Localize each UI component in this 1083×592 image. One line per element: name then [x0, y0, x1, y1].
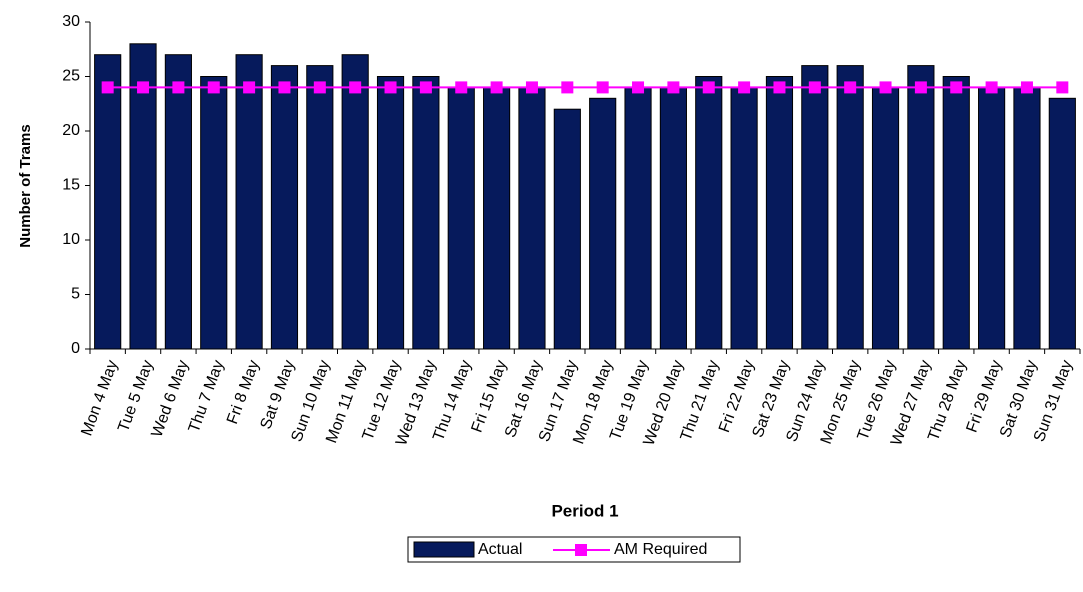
x-tick-label: Fri 22 May [716, 358, 758, 435]
marker [632, 81, 645, 94]
bar [978, 86, 1006, 350]
marker [914, 81, 927, 94]
marker [808, 81, 821, 94]
y-tick-label: 30 [62, 13, 80, 30]
x-tick-label: Sat 9 May [258, 358, 299, 432]
x-tick-label: Thu 7 May [186, 358, 228, 435]
marker [419, 81, 432, 94]
bar [589, 97, 617, 350]
bar [836, 65, 864, 350]
bar [341, 54, 369, 350]
legend-label: AM Required [614, 541, 707, 558]
bar [94, 54, 122, 350]
marker [207, 81, 220, 94]
bar [235, 54, 263, 350]
bar [801, 65, 829, 350]
marker [773, 81, 786, 94]
marker [1020, 81, 1033, 94]
y-tick-label: 0 [71, 340, 80, 357]
marker [455, 81, 468, 94]
y-tick-label: 25 [62, 68, 80, 85]
bar [695, 76, 723, 350]
bar [553, 108, 581, 350]
x-tick-label: Fri 15 May [469, 358, 511, 435]
marker [667, 81, 680, 94]
bar [270, 65, 299, 350]
bar [942, 76, 970, 350]
x-axis-title: Period 1 [551, 501, 618, 520]
bar [200, 76, 228, 350]
bar [765, 76, 794, 350]
marker [879, 81, 892, 94]
marker [349, 81, 362, 94]
legend-marker [575, 544, 587, 556]
marker [313, 81, 326, 94]
bar [1013, 86, 1041, 350]
marker [738, 81, 751, 94]
bar [624, 86, 652, 350]
marker [844, 81, 857, 94]
legend-box [407, 536, 741, 563]
marker [596, 81, 609, 94]
marker [985, 81, 998, 94]
marker [278, 81, 291, 94]
y-axis-title: Number of Trams [17, 124, 34, 247]
bar [376, 76, 405, 350]
bar [483, 86, 511, 350]
bar [164, 54, 192, 350]
x-tick-label: Fri 29 May [964, 358, 1006, 435]
bar [659, 86, 687, 350]
y-tick-label: 5 [71, 286, 80, 303]
marker [525, 81, 538, 94]
legend-swatch [413, 541, 475, 558]
marker [384, 81, 397, 94]
marker [1056, 81, 1069, 94]
marker [101, 81, 114, 94]
marker [490, 81, 503, 94]
x-tick-label: Tue 5 May [115, 358, 157, 434]
y-tick-label: 20 [62, 122, 80, 139]
bar [412, 76, 440, 350]
bar [730, 86, 758, 350]
bar [447, 86, 475, 350]
marker [137, 81, 150, 94]
bar [871, 86, 900, 350]
y-tick-label: 15 [62, 177, 80, 194]
bar [907, 65, 935, 350]
marker [702, 81, 715, 94]
x-tick-label: Fri 8 May [224, 358, 263, 426]
marker [561, 81, 574, 94]
bar [1048, 97, 1076, 350]
bar [306, 65, 334, 350]
y-tick-label: 10 [62, 231, 80, 248]
marker [172, 81, 185, 94]
bar [518, 86, 546, 350]
marker [950, 81, 963, 94]
legend-label: Actual [478, 541, 522, 558]
marker [243, 81, 256, 94]
